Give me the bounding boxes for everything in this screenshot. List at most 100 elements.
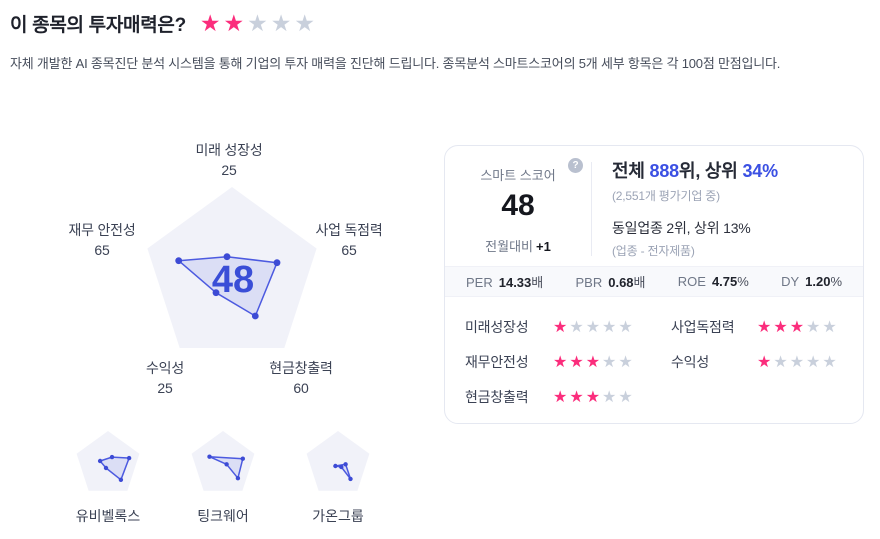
star-icon: ★ xyxy=(294,10,319,36)
star-icon: ★ xyxy=(822,319,839,336)
peer-radar-chart xyxy=(306,431,370,491)
axis-label-cash-generation: 현금창출력 60 xyxy=(269,358,333,398)
help-icon[interactable]: ? xyxy=(568,158,583,173)
star-icon: ★ xyxy=(602,319,619,336)
metric-value: 14.33 xyxy=(498,275,532,290)
star-icon: ★ xyxy=(569,389,586,406)
peer-name: 유비벨록스 xyxy=(75,508,141,524)
axis-label-future-growth: 미래 성장성 25 xyxy=(195,140,262,180)
rating-stars-financial-stability: ★★★★★ xyxy=(553,352,671,372)
star-icon: ★ xyxy=(199,10,224,36)
peer-name: 팅크웨어 xyxy=(197,508,249,524)
axis-value: 25 xyxy=(157,380,173,396)
overall-rating-stars: ★★★★★ xyxy=(200,10,318,37)
metric-unit: 배 xyxy=(531,275,544,290)
star-icon: ★ xyxy=(585,389,603,406)
smart-score-radar-chart xyxy=(147,187,317,348)
metric-value: 1.20 xyxy=(805,274,831,289)
metric-label: PBR xyxy=(575,275,603,290)
star-icon: ★ xyxy=(618,354,635,371)
rating-stars-business-monopoly: ★★★★★ xyxy=(757,317,863,337)
header: 이 종목의 투자매력은? ★★★★★ xyxy=(10,10,318,37)
peer-name: 가온그룹 xyxy=(312,508,364,524)
star-icon: ★ xyxy=(773,354,790,371)
metric-roe: ROE 4.75% xyxy=(678,274,749,289)
rank-percent: 34% xyxy=(742,161,778,181)
star-icon: ★ xyxy=(618,389,635,406)
star-icon: ★ xyxy=(602,389,619,406)
valuation-metrics-row: PER 14.33배 PBR 0.68배 ROE 4.75% DY 1.20% xyxy=(445,266,863,297)
rating-stars-profitability: ★★★★★ xyxy=(757,352,863,372)
axis-name: 사업 독점력 xyxy=(315,222,383,238)
axis-value: 65 xyxy=(94,242,110,258)
star-icon: ★ xyxy=(585,319,603,336)
rank-prefix: 전체 xyxy=(612,161,650,181)
peer-radar-chart xyxy=(76,431,140,491)
star-icon: ★ xyxy=(553,389,570,406)
metric-dy: DY 1.20% xyxy=(781,274,842,289)
smart-score-label: 스마트 스코어 xyxy=(480,168,556,183)
axis-value: 65 xyxy=(341,242,357,258)
star-icon: ★ xyxy=(806,319,823,336)
vertical-divider xyxy=(591,162,592,256)
radar-center-score: 48 xyxy=(211,259,255,301)
rank-sub-note: (2,551개 평가기업 중) xyxy=(612,189,720,203)
axis-label-profitability: 수익성 25 xyxy=(146,358,184,398)
metric-unit: 배 xyxy=(633,275,646,290)
rating-label-cash-generation: 현금창출력 xyxy=(465,389,529,405)
rating-stars-future-growth: ★★★★★ xyxy=(553,317,671,337)
metric-label: DY xyxy=(781,274,800,289)
month-over-month: 전월대비 +1 xyxy=(445,236,591,255)
star-icon: ★ xyxy=(618,319,635,336)
sector-sub-note: (업종 - 전자제품) xyxy=(612,244,695,258)
axis-name: 재무 안전성 xyxy=(68,222,136,238)
metric-label: ROE xyxy=(677,274,706,289)
star-icon: ★ xyxy=(602,354,619,371)
page-description: 자체 개발한 AI 종목진단 분석 시스템을 통해 기업의 투자 매력을 진단해… xyxy=(10,56,781,71)
axis-value: 25 xyxy=(221,162,237,178)
star-icon: ★ xyxy=(270,10,295,36)
metric-pbr: PBR 0.68배 xyxy=(576,272,646,291)
axis-value: 60 xyxy=(293,380,309,396)
axis-label-financial-stability: 재무 안전성 65 xyxy=(68,220,135,260)
star-icon: ★ xyxy=(585,354,603,371)
metric-per: PER 14.33배 xyxy=(466,272,543,291)
mom-value: +1 xyxy=(536,239,551,254)
star-icon: ★ xyxy=(223,10,248,36)
star-icon: ★ xyxy=(247,10,271,36)
star-icon: ★ xyxy=(789,354,807,371)
rating-stars-cash-generation: ★★★★★ xyxy=(553,387,671,407)
overall-rank-line: 전체 888위, 상위 34% xyxy=(612,157,863,183)
smart-score-value: 48 xyxy=(501,189,535,222)
ranking-column: 전체 888위, 상위 34% (2,551개 평가기업 중) 동일업종 2위,… xyxy=(592,146,863,266)
page-title: 이 종목의 투자매력은? xyxy=(10,15,186,36)
smart-score-column: 스마트 스코어 ? 48 전월대비 +1 xyxy=(445,146,591,266)
star-icon: ★ xyxy=(773,319,790,336)
metric-unit: % xyxy=(737,274,749,289)
peer-radar-chart xyxy=(191,431,255,491)
metric-value: 4.75 xyxy=(711,274,738,289)
star-icon: ★ xyxy=(822,354,839,371)
rank-number: 888 xyxy=(649,161,680,181)
smart-score-card: 스마트 스코어 ? 48 전월대비 +1 전체 888위, 상위 34% (2,5… xyxy=(444,145,864,424)
mom-label: 전월대비 xyxy=(485,239,533,254)
star-icon: ★ xyxy=(789,319,807,336)
peer-item[interactable]: 가온그룹 xyxy=(281,431,395,526)
metric-unit: % xyxy=(830,274,842,289)
peer-item[interactable]: 팅크웨어 xyxy=(166,431,280,526)
star-icon: ★ xyxy=(553,319,570,336)
axis-label-business-monopoly: 사업 독점력 65 xyxy=(315,220,382,260)
sector-rank-line: 동일업종 2위, 상위 13% xyxy=(612,220,751,236)
rating-label-future-growth: 미래성장성 xyxy=(465,319,529,335)
star-icon: ★ xyxy=(806,354,823,371)
peer-item[interactable]: 유비벨록스 xyxy=(51,431,165,526)
score-card-top: 스마트 스코어 ? 48 전월대비 +1 전체 888위, 상위 34% (2,5… xyxy=(445,146,863,266)
star-icon: ★ xyxy=(569,319,586,336)
metric-label: PER xyxy=(466,275,493,290)
axis-name: 현금창출력 xyxy=(269,360,333,376)
rating-label-financial-stability: 재무안전성 xyxy=(465,354,529,370)
star-icon: ★ xyxy=(757,354,774,371)
star-icon: ★ xyxy=(569,354,586,371)
rank-mid: 위, 상위 xyxy=(678,161,743,181)
